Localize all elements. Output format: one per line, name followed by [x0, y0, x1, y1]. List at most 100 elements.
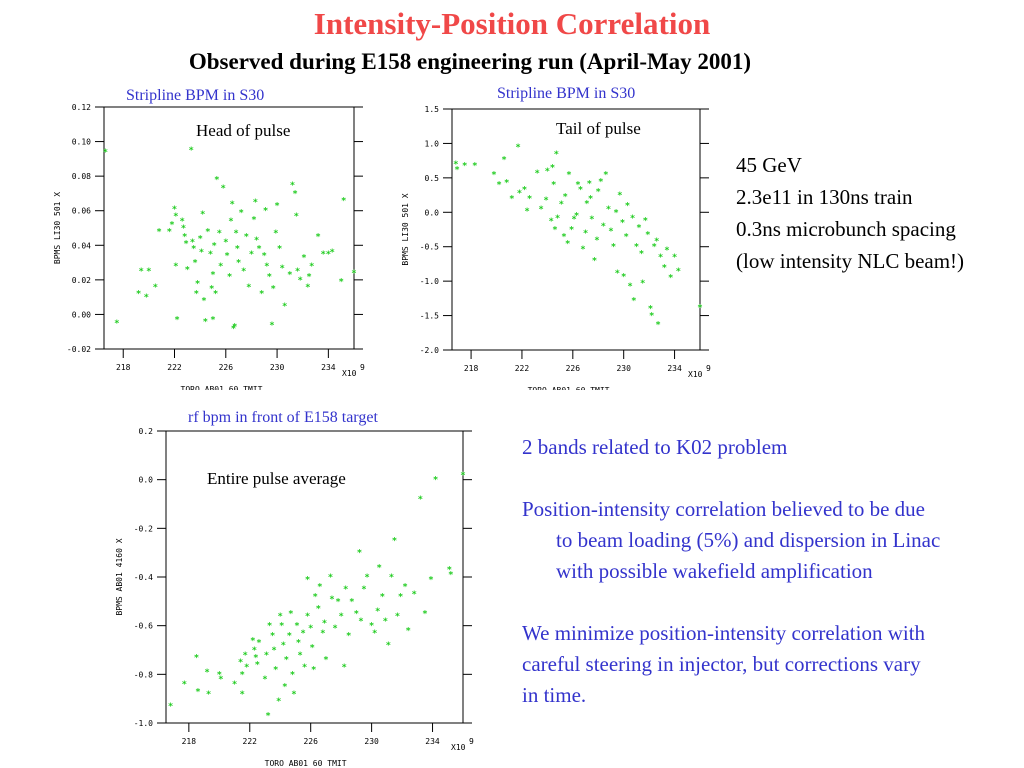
data-point: * — [195, 687, 200, 697]
data-point: * — [273, 229, 278, 239]
data-point: * — [375, 607, 380, 617]
data-point: * — [389, 573, 394, 583]
data-point: * — [309, 262, 314, 272]
plot3-label: Entire pulse average — [207, 469, 346, 488]
data-point: * — [279, 622, 284, 632]
plot2-caption: Stripline BPM in S30 — [497, 85, 636, 102]
y-tick-label: 0.06 — [72, 207, 91, 216]
data-point: * — [545, 167, 550, 177]
data-point: * — [554, 150, 559, 160]
data-point: * — [195, 279, 200, 289]
data-point: * — [244, 233, 249, 243]
data-point: * — [224, 252, 229, 262]
data-point: * — [214, 176, 219, 186]
data-point: * — [223, 238, 228, 248]
data-point: * — [329, 595, 334, 605]
data-point: * — [405, 627, 410, 637]
data-point: * — [598, 177, 603, 187]
beam-energy: 45 GeV — [736, 153, 802, 177]
x-tick-label: 234 — [425, 737, 440, 746]
data-point: * — [402, 583, 407, 593]
data-point: * — [213, 290, 218, 300]
data-point: * — [311, 665, 316, 675]
data-point: * — [201, 297, 206, 307]
data-point: * — [596, 188, 601, 198]
data-point: * — [372, 629, 377, 639]
data-point: * — [584, 199, 589, 209]
data-point: * — [509, 195, 514, 205]
data-point: * — [341, 663, 346, 673]
data-point: * — [317, 583, 322, 593]
data-point: * — [295, 267, 300, 277]
x-tick-label: 218 — [116, 363, 131, 372]
minimize-note-line1: We minimize position-intensity correlati… — [522, 621, 926, 645]
data-point: * — [209, 285, 214, 295]
data-point: * — [565, 239, 570, 249]
data-point: * — [454, 166, 459, 176]
data-point: * — [188, 146, 193, 156]
data-point: * — [277, 245, 282, 255]
bands-note: 2 bands related to K02 problem — [522, 435, 788, 459]
y-tick-label: -0.4 — [134, 573, 153, 582]
data-point: * — [328, 573, 333, 583]
data-point: * — [658, 253, 663, 263]
data-point: * — [322, 619, 327, 629]
x-tick-label: 222 — [243, 737, 258, 746]
data-point: * — [606, 205, 611, 215]
data-point: * — [138, 267, 143, 277]
data-point: * — [561, 232, 566, 242]
data-point: * — [292, 189, 297, 199]
data-point: * — [174, 316, 179, 326]
y-tick-label: 0.00 — [72, 310, 91, 319]
data-point: * — [580, 245, 585, 255]
data-point: * — [263, 207, 268, 217]
data-point: * — [235, 245, 240, 255]
data-point: * — [229, 200, 234, 210]
data-point: * — [294, 622, 299, 632]
data-point: * — [522, 186, 527, 196]
data-point: * — [179, 217, 184, 227]
data-point: * — [491, 170, 496, 180]
y-tick-label: 1.0 — [425, 139, 440, 148]
data-point: * — [192, 259, 197, 269]
data-point: * — [262, 252, 267, 262]
data-point: * — [256, 245, 261, 255]
data-point: * — [321, 250, 326, 260]
data-point: * — [238, 208, 243, 218]
data-point: * — [569, 226, 574, 236]
data-point: * — [262, 675, 267, 685]
data-point: * — [255, 661, 260, 671]
data-point: * — [297, 276, 302, 286]
data-point: * — [555, 214, 560, 224]
data-point: * — [583, 229, 588, 239]
correlation-note-line1: Position-intensity correlation believed … — [522, 497, 925, 521]
data-point: * — [236, 259, 241, 269]
plot-frame — [103, 106, 355, 350]
data-point: * — [617, 191, 622, 201]
data-point: * — [217, 229, 222, 239]
data-point: * — [603, 170, 608, 180]
data-point: * — [182, 233, 187, 243]
data-point: * — [218, 262, 223, 272]
data-point: * — [221, 184, 226, 194]
data-point: * — [232, 323, 237, 333]
data-point: * — [208, 250, 213, 260]
data-point: * — [433, 476, 438, 486]
x-tick-label: 222 — [515, 364, 530, 373]
data-point: * — [501, 155, 506, 165]
data-point: * — [232, 680, 237, 690]
y-tick-label: 0.2 — [139, 427, 154, 436]
tail-of-pulse-chart: -2.0 -1.5 -1.0 -0.5 0.0 0.5 1.0 1.5 218 222 226 230… — [401, 105, 711, 390]
data-point: * — [291, 690, 296, 700]
data-point: * — [422, 610, 427, 620]
data-point: * — [218, 675, 223, 685]
notes-block: 2 bands related to K02 problem Position-… — [522, 432, 1024, 711]
data-point: * — [290, 670, 295, 680]
data-point: * — [588, 195, 593, 205]
data-point: * — [282, 302, 287, 312]
x-tick-label: 218 — [464, 364, 479, 373]
data-point: * — [233, 229, 238, 239]
data-point: * — [320, 629, 325, 639]
data-point: * — [244, 663, 249, 673]
data-point: * — [601, 222, 606, 232]
